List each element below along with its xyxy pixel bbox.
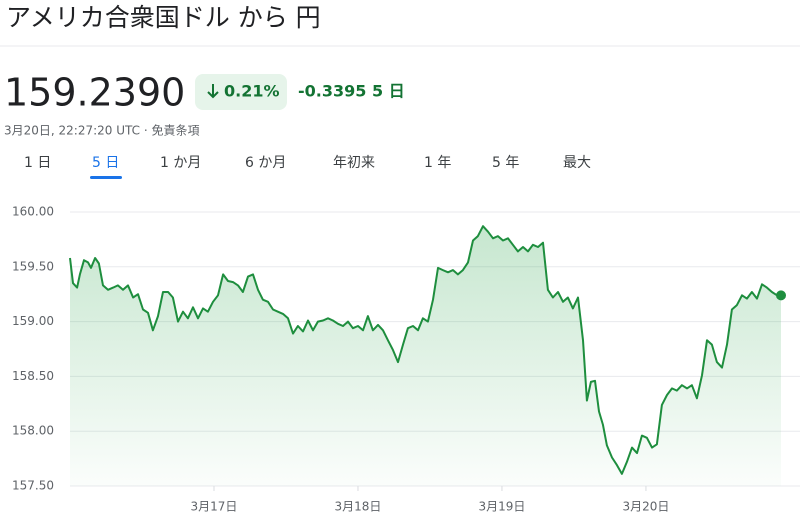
area-fill <box>70 226 781 486</box>
plot: 160.00 159.50 159.00 158.50 158.00 157.50 3月17… <box>12 204 800 514</box>
title: アメリカ合衆国ドル から 円 <box>6 3 321 32</box>
x-tick-label: 3月19日 <box>479 500 526 514</box>
x-tick-label: 3月17日 <box>191 500 238 514</box>
x-tick-label: 3月20日 <box>622 500 669 514</box>
tab-bar: 1 日 5 日 1 か月 6 か月 年初来 1 年 5 年 最大 <box>24 154 591 179</box>
price: 159.2390 <box>4 71 185 115</box>
y-tick-label: 158.00 <box>12 424 54 438</box>
range-tab[interactable]: 5 日 <box>92 155 119 171</box>
change-period: 5 日 <box>372 82 405 101</box>
change-badge <box>195 74 287 110</box>
change-percent: 0.21% <box>224 82 280 101</box>
y-tick-label: 159.00 <box>12 314 54 328</box>
range-tab[interactable]: 1 年 <box>424 155 451 171</box>
x-tick-label: 3月18日 <box>335 500 382 514</box>
last-point <box>776 290 786 301</box>
range-tab[interactable]: 5 年 <box>492 155 519 171</box>
y-tick-label: 158.50 <box>12 369 54 383</box>
range-tab[interactable]: 最大 <box>563 155 591 171</box>
range-tab[interactable]: 6 か月 <box>245 155 286 171</box>
change-absolute: -0.3395 <box>298 82 366 101</box>
active-tab-underline <box>90 176 122 179</box>
range-tab[interactable]: 1 日 <box>24 155 51 171</box>
down-arrow-icon <box>207 84 219 99</box>
y-tick-label: 159.50 <box>12 259 54 273</box>
price-line <box>69 225 782 475</box>
timestamp: 3月20日, 22:27:20 UTC · 免責条項 <box>4 123 199 138</box>
y-tick-label: 157.50 <box>12 479 54 493</box>
range-tab[interactable]: 年初来 <box>333 154 375 171</box>
range-tab[interactable]: 1 か月 <box>160 155 201 171</box>
y-tick-label: 160.00 <box>12 204 54 218</box>
